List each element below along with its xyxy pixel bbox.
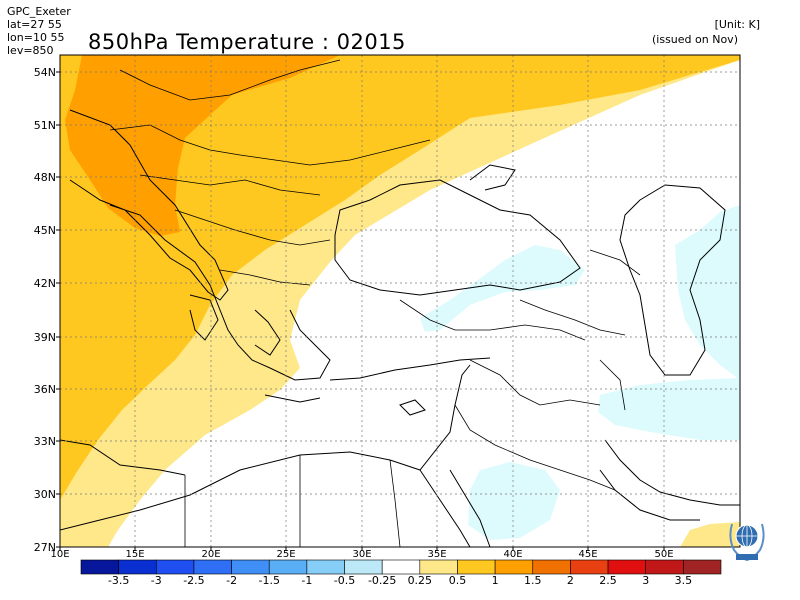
lon-label-20e: 20E [201,549,221,560]
unit-label: [Unit: K] [714,18,760,31]
lat-label-39n: 39N [33,331,56,344]
lat-label-42n: 42N [33,277,56,290]
colorbar-label: 0.25 [407,574,433,587]
lat-label-45n: 45N [33,224,56,237]
anomaly-cool-arabia [468,462,560,540]
colorbar-label: 3 [642,574,650,587]
colorbar-label: 3.5 [674,574,693,587]
colorbar-label: 1 [491,574,499,587]
anomaly-band-1 [65,55,340,236]
lat-label-48n: 48N [33,171,56,184]
lon-label-50e: 50E [654,549,674,560]
axis-ticks [56,71,665,551]
colorbar-swatch [457,559,496,575]
country-borders [109,59,641,547]
colorbar-label: -2.5 [183,574,205,587]
lon-label-15e: 15E [125,549,145,560]
colorbar-swatch [607,559,647,575]
colorbar-label: -0.25 [367,574,397,587]
lat-label-51n: 51N [33,119,56,132]
coastlines [60,109,740,547]
colorbar-swatch [268,559,308,575]
level-label: lev=850 [7,44,54,57]
colorbar-swatch [344,559,383,575]
colorbar-swatch [306,559,345,575]
colorbar-swatch [80,559,119,575]
lon-range-label: lon=10 55 [7,31,65,44]
lon-label-30e: 30E [352,549,372,560]
anomaly-warm-gulf [680,522,740,547]
temperature-anomaly-map [56,54,741,551]
colorbar-label: 2 [566,574,574,587]
issued-label: (issued on Nov) [652,33,738,46]
anomaly-cool-black-sea [420,245,585,332]
colorbar-label: -1 [301,574,313,587]
lat-label-33n: 33N [33,435,56,448]
colorbar-swatch [155,559,195,575]
colorbar-swatch [494,559,534,575]
colorbar-label: 1.5 [524,574,542,587]
colorbar-label: -0.5 [333,574,356,587]
colorbar-label: 2.5 [599,574,617,587]
colorbar-swatch [645,559,684,575]
anomaly-cool-iran [598,378,740,440]
colorbar-swatch [683,559,722,575]
lon-label-40e: 40E [503,549,523,560]
colorbar-swatch [193,559,232,575]
anomaly-band-0-5 [60,55,740,500]
colorbar-label: 0.5 [448,574,467,587]
colorbar-label: -3.5 [107,574,130,587]
lat-label-30n: 30N [33,488,56,501]
lat-label-27n: 27N [33,541,56,554]
lat-label-54n: 54N [33,66,56,79]
wmo-emblem-icon [729,523,765,562]
graticule [60,55,740,547]
lat-range-label: lat=27 55 [7,18,62,31]
lon-label-10e: 10E [50,549,70,560]
colorbar-swatch [570,559,609,575]
colorbar-swatch [381,559,421,575]
map-title: 850hPa Temperature : 02015 [88,30,406,54]
colorbar-label: -2 [226,574,238,587]
lon-label-25e: 25E [276,549,296,560]
source-label: GPC_Exeter [7,5,71,18]
lon-label-35e: 35E [427,549,447,560]
lat-label-36n: 36N [33,383,56,396]
colorbar-swatch [118,559,157,575]
colorbar-swatch [231,559,270,575]
anomaly-fields [60,55,740,547]
anomaly-cool-caspian [675,205,740,380]
map-frame [59,54,741,548]
lon-label-45e: 45E [578,549,598,560]
colorbar-swatch [532,559,571,575]
colorbar [80,559,722,575]
colorbar-swatch [419,559,458,575]
colorbar-label: -3 [150,574,162,587]
colorbar-label: -1.5 [258,574,280,587]
